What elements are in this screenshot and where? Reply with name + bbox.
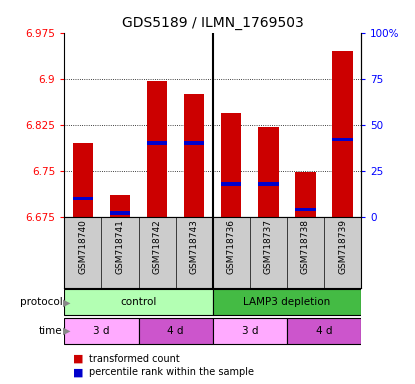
Text: 4 d: 4 d [316, 326, 332, 336]
Text: GSM718743: GSM718743 [190, 219, 199, 274]
Bar [147, 81, 167, 217]
Title: GDS5189 / ILMN_1769503: GDS5189 / ILMN_1769503 [122, 16, 303, 30]
Text: 4 d: 4 d [167, 326, 184, 336]
Bar [295, 172, 316, 217]
Text: ■: ■ [73, 354, 83, 364]
Text: GSM718742: GSM718742 [153, 219, 161, 274]
Bar [64, 290, 213, 315]
Text: time: time [39, 326, 62, 336]
Bar [221, 113, 242, 217]
Bar [110, 212, 130, 215]
Bar [295, 208, 316, 212]
Bar [287, 318, 361, 344]
Bar [64, 318, 139, 344]
Text: LAMP3 depletion: LAMP3 depletion [243, 297, 330, 308]
Bar [258, 182, 278, 185]
Bar [73, 143, 93, 217]
Bar [147, 141, 167, 145]
Bar [221, 182, 242, 185]
Text: GSM718737: GSM718737 [264, 219, 273, 274]
Bar [332, 51, 353, 217]
Text: ▶: ▶ [63, 326, 71, 336]
Bar [110, 195, 130, 217]
Text: control: control [120, 297, 157, 308]
Text: GSM718740: GSM718740 [78, 219, 88, 274]
Bar [258, 127, 278, 217]
Bar [184, 141, 204, 145]
Text: percentile rank within the sample: percentile rank within the sample [89, 367, 254, 377]
Bar [184, 94, 204, 217]
Bar [139, 318, 213, 344]
Text: 3 d: 3 d [93, 326, 110, 336]
Text: GSM718739: GSM718739 [338, 219, 347, 274]
Bar [213, 318, 287, 344]
Text: GSM718736: GSM718736 [227, 219, 236, 274]
Text: ▶: ▶ [63, 297, 71, 308]
Text: GSM718738: GSM718738 [301, 219, 310, 274]
Bar [332, 138, 353, 141]
Text: 3 d: 3 d [242, 326, 258, 336]
Bar [213, 290, 361, 315]
Text: ■: ■ [73, 367, 83, 377]
Bar [73, 197, 93, 200]
Text: transformed count: transformed count [89, 354, 180, 364]
Text: GSM718741: GSM718741 [115, 219, 124, 274]
Text: protocol: protocol [20, 297, 62, 308]
